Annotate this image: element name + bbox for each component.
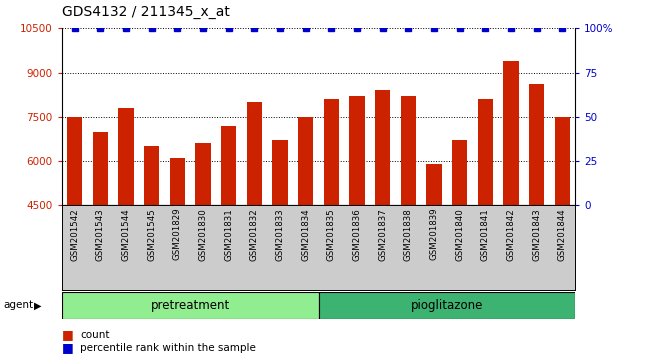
Bar <box>324 99 339 338</box>
Text: GDS4132 / 211345_x_at: GDS4132 / 211345_x_at <box>62 5 229 19</box>
Text: GSM201829: GSM201829 <box>173 208 182 261</box>
Text: GSM201832: GSM201832 <box>250 208 259 261</box>
Bar <box>272 141 288 338</box>
Text: GSM201838: GSM201838 <box>404 208 413 261</box>
Bar <box>503 61 519 338</box>
Text: GSM201840: GSM201840 <box>455 208 464 261</box>
Text: GSM201844: GSM201844 <box>558 208 567 261</box>
Text: ■: ■ <box>62 328 73 341</box>
Text: GSM201837: GSM201837 <box>378 208 387 261</box>
Text: GSM201834: GSM201834 <box>301 208 310 261</box>
Text: pioglitazone: pioglitazone <box>411 299 483 312</box>
Bar <box>478 99 493 338</box>
Bar <box>452 141 467 338</box>
Bar <box>554 117 570 338</box>
Bar <box>67 117 83 338</box>
Text: percentile rank within the sample: percentile rank within the sample <box>80 343 256 353</box>
Bar <box>298 117 313 338</box>
Text: pretreatment: pretreatment <box>151 299 229 312</box>
Text: GSM201542: GSM201542 <box>70 208 79 261</box>
Text: GSM201833: GSM201833 <box>276 208 285 261</box>
Bar <box>426 164 442 338</box>
Text: GSM201830: GSM201830 <box>198 208 207 261</box>
Text: ▶: ▶ <box>34 300 42 310</box>
Text: GSM201836: GSM201836 <box>352 208 361 261</box>
Bar <box>529 84 545 338</box>
Bar <box>62 292 318 319</box>
Bar <box>118 108 134 338</box>
Text: count: count <box>80 330 109 339</box>
Bar <box>349 96 365 338</box>
Bar <box>92 132 108 338</box>
Text: GSM201544: GSM201544 <box>122 208 131 261</box>
Bar <box>400 96 416 338</box>
Text: ■: ■ <box>62 341 73 354</box>
Text: agent: agent <box>3 300 33 310</box>
Text: GSM201842: GSM201842 <box>506 208 515 261</box>
Bar <box>246 102 262 338</box>
Text: GSM201831: GSM201831 <box>224 208 233 261</box>
Bar <box>375 90 391 338</box>
Bar <box>221 126 237 338</box>
Bar <box>195 143 211 338</box>
Bar <box>318 292 575 319</box>
Text: GSM201841: GSM201841 <box>481 208 490 261</box>
Bar <box>170 158 185 338</box>
Text: GSM201843: GSM201843 <box>532 208 541 261</box>
Text: GSM201835: GSM201835 <box>327 208 336 261</box>
Bar <box>144 146 159 338</box>
Text: GSM201839: GSM201839 <box>430 208 439 261</box>
Text: GSM201543: GSM201543 <box>96 208 105 261</box>
Text: GSM201545: GSM201545 <box>147 208 156 261</box>
